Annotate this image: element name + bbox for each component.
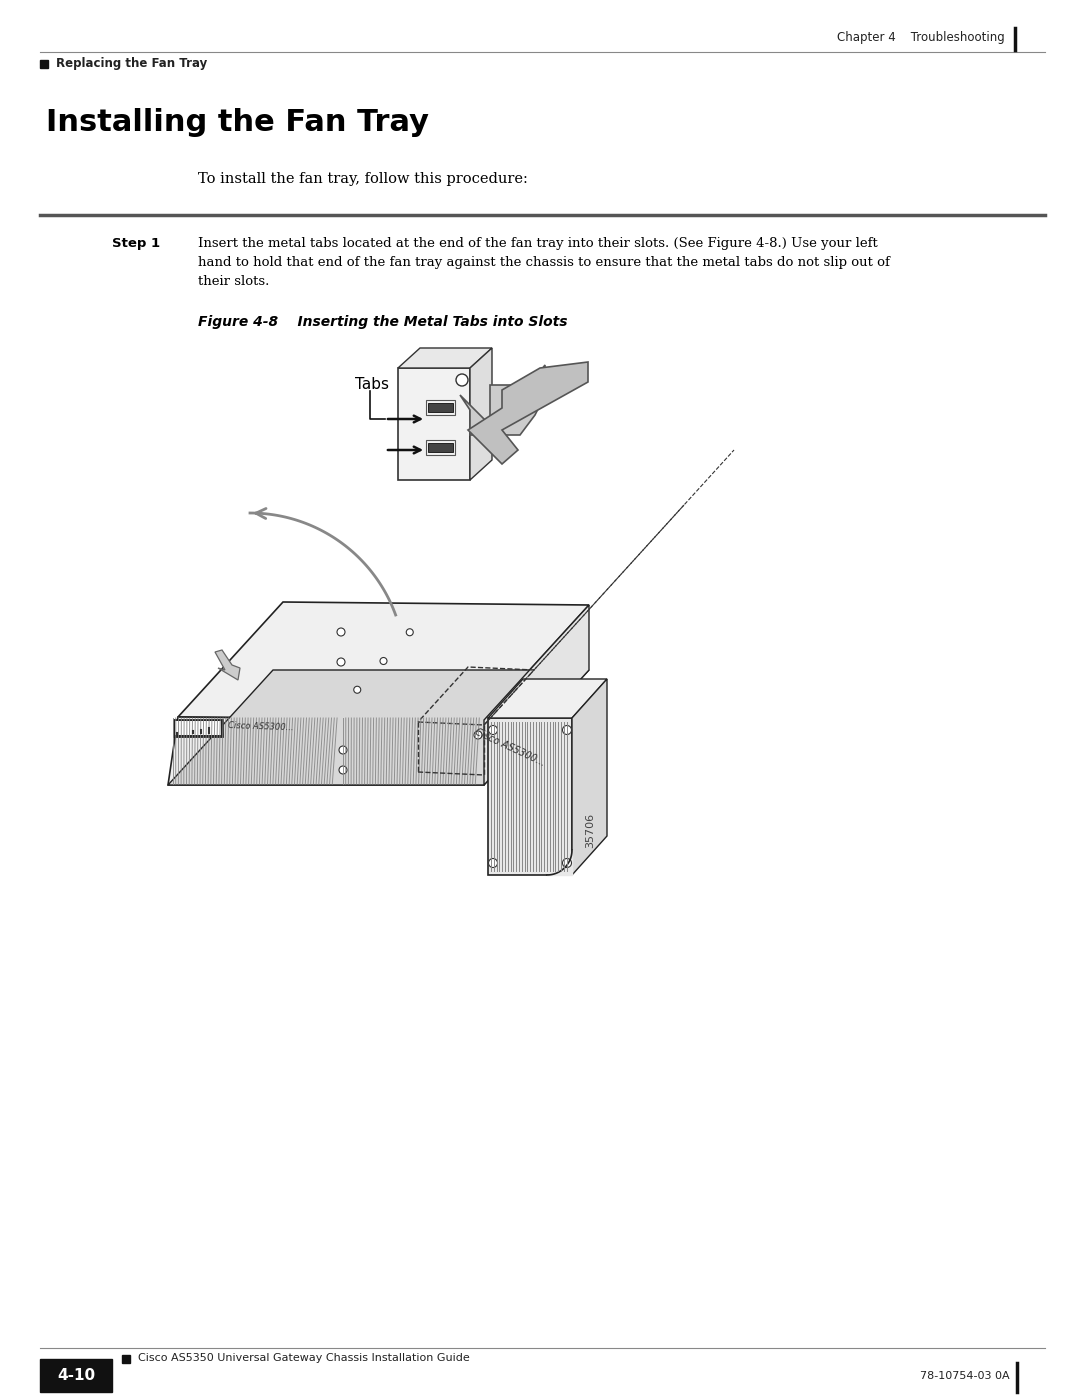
Text: Cisco AS5350 Universal Gateway Chassis Installation Guide: Cisco AS5350 Universal Gateway Chassis I…: [138, 1354, 470, 1363]
Circle shape: [563, 725, 571, 735]
Circle shape: [339, 766, 347, 774]
Text: Cisco AS5300...: Cisco AS5300...: [228, 721, 294, 732]
Text: Figure 4-8: Figure 4-8: [198, 314, 279, 330]
Circle shape: [488, 725, 498, 735]
Circle shape: [380, 658, 387, 665]
Bar: [173, 719, 222, 738]
Bar: [175, 721, 221, 735]
Polygon shape: [215, 650, 240, 680]
Text: Tabs: Tabs: [355, 377, 389, 393]
Polygon shape: [488, 718, 572, 875]
Bar: [426, 440, 455, 455]
Circle shape: [406, 629, 414, 636]
Circle shape: [474, 731, 482, 739]
Polygon shape: [460, 365, 545, 434]
Text: their slots.: their slots.: [198, 275, 269, 288]
Polygon shape: [178, 602, 589, 719]
Polygon shape: [468, 362, 588, 464]
Text: Step 1: Step 1: [112, 237, 160, 250]
Text: Replacing the Fan Tray: Replacing the Fan Tray: [56, 56, 207, 70]
Polygon shape: [488, 679, 607, 718]
Polygon shape: [168, 671, 589, 785]
Bar: [428, 443, 453, 453]
Text: hand to hold that end of the fan tray against the chassis to ensure that the met: hand to hold that end of the fan tray ag…: [198, 256, 890, 270]
Text: Insert the metal tabs located at the end of the fan tray into their slots. (See : Insert the metal tabs located at the end…: [198, 237, 878, 250]
Bar: [428, 402, 453, 412]
Polygon shape: [572, 679, 607, 875]
Text: Chapter 4    Troubleshooting: Chapter 4 Troubleshooting: [837, 32, 1005, 45]
Text: Cisco AS5300...: Cisco AS5300...: [473, 726, 546, 768]
Polygon shape: [168, 717, 484, 785]
Polygon shape: [484, 605, 589, 785]
Text: 35706: 35706: [585, 813, 595, 848]
Text: Installing the Fan Tray: Installing the Fan Tray: [46, 108, 429, 137]
Text: 78-10754-03 0A: 78-10754-03 0A: [920, 1370, 1010, 1382]
Text: 4-10: 4-10: [57, 1369, 95, 1383]
Circle shape: [456, 374, 468, 386]
Circle shape: [337, 658, 345, 666]
Bar: [122, 1355, 130, 1363]
Polygon shape: [399, 348, 492, 367]
Circle shape: [354, 686, 361, 693]
Text: Inserting the Metal Tabs into Slots: Inserting the Metal Tabs into Slots: [278, 314, 567, 330]
Text: To install the fan tray, follow this procedure:: To install the fan tray, follow this pro…: [198, 172, 528, 186]
Circle shape: [563, 859, 571, 868]
Circle shape: [488, 859, 498, 868]
Polygon shape: [399, 367, 470, 481]
Circle shape: [337, 629, 345, 636]
Bar: [426, 400, 455, 415]
Polygon shape: [470, 348, 492, 481]
Bar: [40, 1359, 112, 1391]
Circle shape: [339, 746, 347, 754]
Bar: [40, 60, 48, 68]
